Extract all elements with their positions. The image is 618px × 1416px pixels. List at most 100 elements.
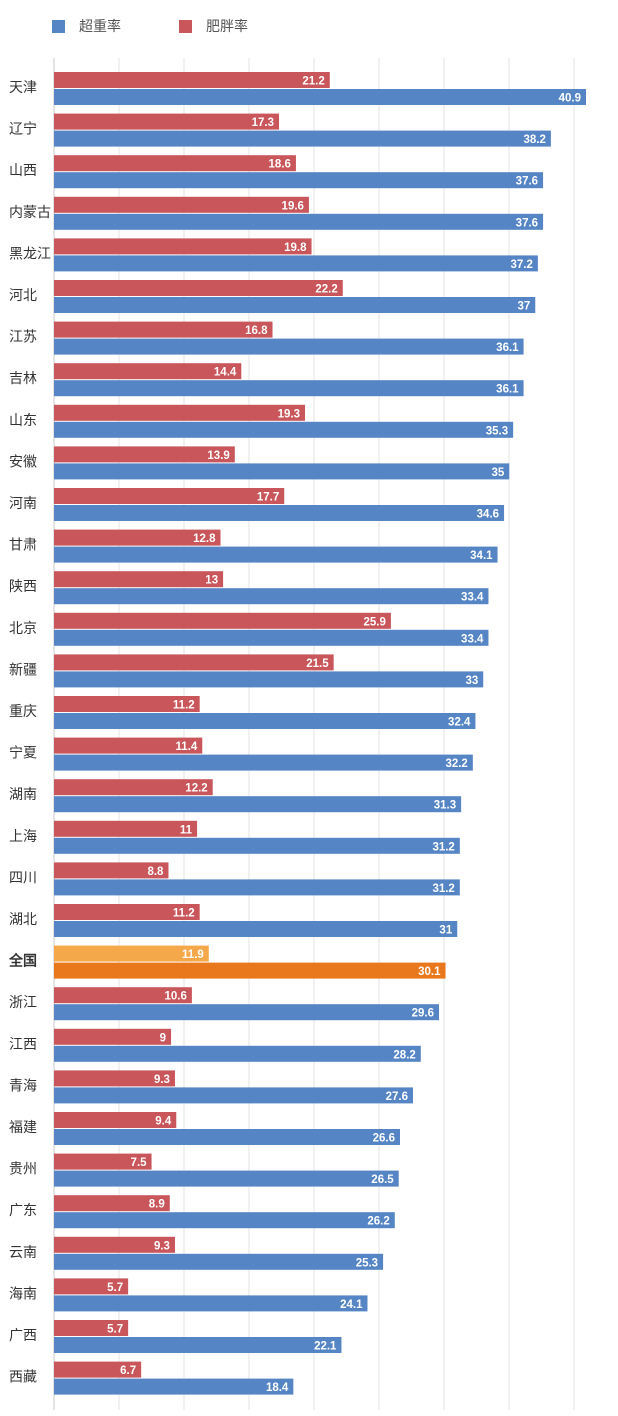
- bar-overweight: [54, 255, 538, 272]
- data-label-obesity: 8.9: [149, 1199, 165, 1211]
- bar-overweight: [54, 588, 489, 605]
- category-label: 广东: [9, 1202, 37, 1218]
- data-label-obesity: 16.8: [245, 325, 268, 337]
- bar-overweight: [54, 713, 476, 729]
- legend-swatch-obesity: [179, 19, 192, 33]
- category-label: 新疆: [9, 661, 37, 677]
- bar-overweight: [54, 130, 551, 147]
- data-label-obesity: 11.2: [173, 700, 195, 712]
- data-label-obesity: 21.5: [306, 658, 329, 670]
- bar-obesity: [54, 529, 221, 546]
- data-label-obesity: 19.3: [278, 408, 300, 420]
- bar-overweight: [54, 546, 498, 563]
- data-label-overweight: 38.2: [523, 134, 545, 146]
- category-label: 天津: [9, 79, 37, 95]
- bar-overweight: [54, 1004, 440, 1021]
- data-label-overweight: 29.6: [412, 1008, 434, 1020]
- category-label: 浙江: [9, 994, 37, 1010]
- bar-obesity: [54, 280, 343, 296]
- bar-overweight: [54, 1170, 399, 1187]
- data-label-obesity: 8.8: [147, 866, 164, 878]
- bar-obesity: [54, 862, 169, 879]
- data-label-obesity: 5.7: [107, 1282, 123, 1294]
- data-label-overweight: 35: [491, 467, 504, 479]
- data-label-overweight: 31: [439, 925, 452, 937]
- data-label-overweight: 31.2: [432, 841, 454, 853]
- bar-obesity: [54, 945, 209, 962]
- bar-overweight: [54, 172, 544, 189]
- bar-obesity: [54, 1236, 175, 1253]
- bar-obesity: [54, 72, 330, 88]
- bar-obesity: [54, 820, 198, 837]
- bar-obesity: [54, 113, 280, 130]
- bar-overweight: [54, 89, 586, 105]
- bar-overweight: [54, 879, 460, 896]
- category-label: 陕西: [9, 578, 37, 594]
- bar-overweight: [54, 297, 536, 313]
- chart-legend: 超重率 肥胖率: [52, 16, 306, 36]
- bar-obesity: [54, 238, 312, 255]
- category-label: 四川: [9, 869, 37, 885]
- data-label-obesity: 13.9: [207, 450, 229, 462]
- data-label-overweight: 24.1: [340, 1299, 363, 1311]
- bar-obesity: [54, 737, 203, 754]
- data-label-overweight: 33.4: [461, 592, 484, 604]
- data-label-obesity: 5.7: [107, 1324, 123, 1336]
- category-label: 湖北: [9, 911, 37, 927]
- legend-item-overweight: 超重率: [52, 16, 121, 36]
- data-label-overweight: 37.6: [516, 176, 538, 188]
- category-label: 贵州: [9, 1161, 37, 1177]
- data-label-overweight: 26.2: [367, 1216, 389, 1228]
- data-label-obesity: 11: [180, 824, 193, 836]
- bar-overweight: [54, 1378, 294, 1395]
- bar-obesity: [54, 488, 285, 504]
- data-label-overweight: 31.3: [434, 800, 456, 812]
- data-label-overweight: 18.4: [266, 1382, 289, 1394]
- legend-label-overweight: 超重率: [79, 18, 121, 34]
- data-label-obesity: 22.2: [315, 284, 337, 296]
- data-label-obesity: 6.7: [120, 1365, 136, 1377]
- bar-obesity: [54, 155, 296, 172]
- data-label-obesity: 7.5: [131, 1157, 148, 1169]
- bar-obesity: [54, 1278, 129, 1295]
- category-label: 辽宁: [9, 121, 37, 137]
- bar-overweight: [54, 1295, 368, 1312]
- data-label-obesity: 12.8: [193, 533, 216, 545]
- bar-obesity: [54, 571, 224, 588]
- bar-overweight: [54, 213, 544, 230]
- data-label-overweight: 32.4: [448, 717, 471, 729]
- bar-overweight: [54, 338, 524, 355]
- data-label-obesity: 14.4: [214, 367, 237, 379]
- bar-obesity: [54, 1320, 129, 1336]
- category-label: 云南: [9, 1244, 37, 1260]
- data-label-obesity: 17.3: [252, 117, 274, 129]
- legend-swatch-overweight: [52, 19, 65, 33]
- bar-obesity: [54, 1070, 175, 1087]
- data-label-overweight: 36.1: [496, 342, 519, 354]
- data-label-overweight: 36.1: [496, 384, 519, 396]
- category-label: 安徽: [9, 453, 37, 469]
- data-label-overweight: 26.6: [373, 1133, 395, 1145]
- bar-obesity: [54, 446, 235, 463]
- category-label: 青海: [9, 1077, 37, 1093]
- bar-obesity: [54, 363, 242, 380]
- data-label-obesity: 11.2: [173, 908, 195, 920]
- data-label-overweight: 37.2: [510, 259, 532, 271]
- bar-obesity: [54, 987, 192, 1004]
- bar-overweight: [54, 505, 505, 521]
- bar-overweight: [54, 629, 489, 646]
- category-label: 西藏: [9, 1369, 37, 1385]
- bar-overweight: [54, 837, 460, 854]
- data-label-obesity: 11.4: [176, 741, 198, 753]
- bar-overweight: [54, 380, 524, 397]
- data-label-obesity: 11.9: [182, 949, 204, 961]
- bar-overweight: [54, 754, 473, 771]
- bar-overweight: [54, 1129, 400, 1145]
- data-label-overweight: 31.2: [432, 883, 454, 895]
- bar-obesity: [54, 1028, 172, 1045]
- bar-overweight: [54, 796, 462, 813]
- data-label-overweight: 25.3: [356, 1257, 378, 1269]
- bar-overweight: [54, 1253, 384, 1270]
- bar-obesity: [54, 612, 391, 629]
